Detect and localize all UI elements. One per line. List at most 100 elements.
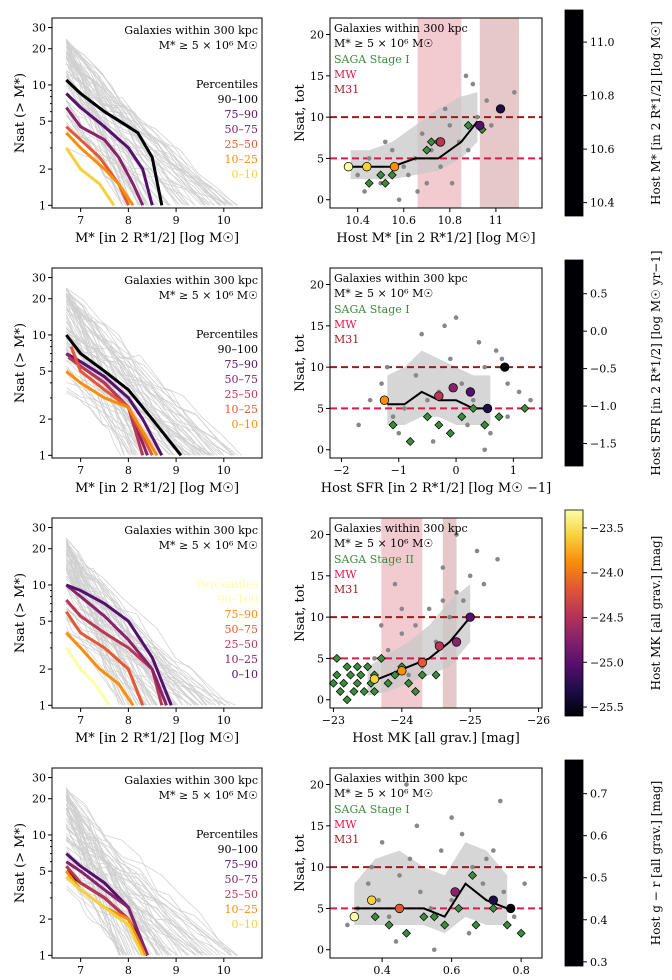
scatter-point [431,947,437,953]
legend-entry-0–10: 0–10 [232,918,259,931]
axes-frame [51,267,263,459]
scatter-point [467,573,473,579]
background-curve [65,57,190,206]
scatter-point [528,397,533,403]
x-tick-label: 10 [217,464,231,477]
scatter-point [484,856,489,862]
percentile-median-dot [495,104,506,114]
axes-frame [329,267,543,459]
colorbar-strip [564,9,584,217]
scatter-point [440,598,446,603]
x-tick-label: 8 [125,464,132,477]
left-title: Galaxies within 300 kpc [124,524,258,537]
background-curve [66,326,239,456]
left-subtitle: M* ≥ 5 × 10⁶ M☉ [159,539,258,552]
colorbar-tick-label: 0.0 [590,325,608,338]
scatter-band [354,842,508,934]
series-line-90–100 [65,334,183,457]
x-tick-label: −2 [333,464,349,477]
right-x-label: Host SFR [in 2 R*1/2] [log M☉ −1] [321,481,551,496]
colorbar-tick-label: 0.6 [590,830,608,843]
scatter-point [379,840,385,845]
legend-entry-25–50: 25–50 [225,888,259,901]
legend-entry-25–50: 25–50 [225,388,259,401]
background-curve [66,114,147,206]
y-tick-label: 20 [310,29,324,42]
y-tick-label: 10 [32,329,46,342]
colorbar: −1.5 −1.0 −0.5 0.0 0.5 Host SFR [in 2 R*1/2] … [564,250,663,476]
legend-entry-25–50: 25–50 [225,138,259,151]
scatter-point [397,873,402,878]
background-curve [66,296,242,456]
scatter-point [393,939,399,944]
scatter-point [362,189,367,194]
legend-entry-MW: MW [334,818,357,831]
y-tick-label: 20 [32,543,46,556]
background-curve [65,42,134,206]
y-tick-label: 20 [32,293,46,306]
percentile-median-dot [488,895,498,905]
x-tick-label: 0.8 [512,964,530,977]
scatter-point [407,856,413,862]
legend-entry-90–100: 90–100 [218,343,259,356]
saga-marker [342,662,352,672]
series-line-75–90 [65,631,135,707]
scatter-point [378,180,383,186]
saga-marker [426,137,436,147]
saga-marker [363,662,373,672]
legend-title: Percentiles [196,578,258,591]
background-curve [65,546,179,706]
background-curve [66,791,233,956]
right-x-label: Host MK [all grav.] [mag] [352,731,520,746]
legend-title: Percentiles [196,328,258,341]
colorbar: −23.5 −24.0 −24.5 −25.0 −25.5 Host MK [all gr… [564,509,663,717]
legend-entry-50–75: 50–75 [225,623,259,636]
scatter-point [505,381,510,386]
percentile-median-dot [500,362,510,372]
legend-entry-M31: M31 [334,833,359,846]
legend-entry-50–75: 50–75 [225,373,259,386]
background-curve [66,294,204,456]
scatter-point [406,672,411,678]
scatter-point [440,565,446,570]
x-tick-label: 8 [125,714,132,727]
x-tick-label: 10.4 [345,214,370,227]
x-tick-label: 10 [217,214,231,227]
legend-entry-0–10: 0–10 [232,168,259,181]
background-curve [66,63,226,206]
y-tick-label: 30 [32,522,46,535]
colorbar-tick-label: −23.5 [590,522,624,535]
scatter-point [448,356,453,362]
right-chart: 0 5 10 15 20 0.4 0.6 0.8 Galaxies within 300 kpc… [293,767,543,977]
y-tick-label: 2 [39,163,46,176]
saga-marker [364,178,374,188]
y-tick-label: 15 [310,320,324,333]
saga-marker [440,920,450,930]
x-tick-label: 10 [217,964,231,977]
y-tick-label: 30 [32,772,46,785]
right-chart: 0 5 10 15 20 −2 −1 0 1 Galaxies within 300 kpc M* … [293,267,551,496]
background-curve [66,327,144,456]
legend-entry-90–100: 90–100 [218,93,259,106]
scatter-point [454,590,459,595]
background-curve [66,287,224,456]
scatter-point [413,623,418,628]
scatter-point [449,180,455,186]
background-curve [66,392,189,456]
left-chart: 1 2 5 10 20 30 7 8 9 10 Galaxies within 300 kpc M* … [13,267,263,496]
scatter-point [499,356,505,362]
scatter-point [474,548,480,554]
background-curve [66,805,231,956]
background-curve [65,59,237,206]
background-curve [65,541,189,706]
percentile-median-dot [379,395,390,405]
scatter-point [470,864,475,870]
left-title: Galaxies within 300 kpc [124,274,258,287]
y-tick-label: 5 [39,865,46,878]
background-curve [66,635,176,706]
left-subtitle: M* ≥ 5 × 10⁶ M☉ [159,789,258,802]
background-curve [66,368,209,456]
percentile-median-dot [349,912,359,922]
background-curve [66,840,237,956]
legend-entry-MW: MW [334,568,357,581]
